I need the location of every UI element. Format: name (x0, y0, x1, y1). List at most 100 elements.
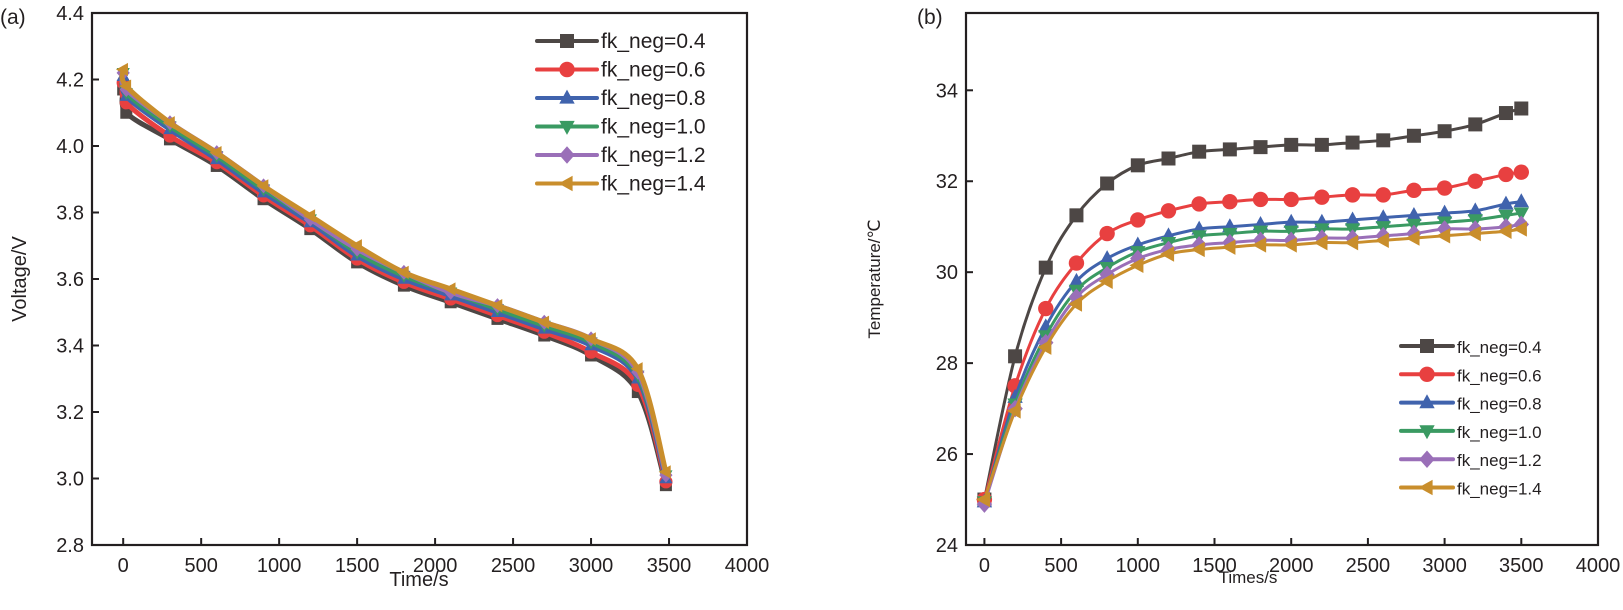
series-fk-neg-0-6 (976, 164, 1530, 508)
x-tick-label: 1000 (1116, 555, 1161, 577)
legend-label: fk_neg=0.4 (601, 30, 706, 53)
legend-item: fk_neg=1.2 (535, 144, 706, 167)
data-point (1436, 180, 1453, 196)
data-point (1253, 140, 1268, 155)
data-point (1099, 225, 1115, 242)
x-tick-label: 0 (979, 555, 990, 577)
y-tick-label: 26 (936, 444, 958, 466)
data-point (559, 61, 575, 78)
data-point (1466, 225, 1481, 242)
legend-label: fk_neg=1.0 (1457, 423, 1542, 442)
y-tick-label: 28 (936, 353, 958, 375)
x-tick-label: 1000 (257, 555, 302, 577)
y-tick-label: 24 (936, 535, 958, 557)
data-point (1419, 394, 1435, 409)
x-tick-label: 3500 (647, 555, 692, 577)
data-point (1283, 191, 1299, 208)
data-point (1406, 206, 1422, 221)
x-tick-label: 500 (184, 555, 217, 577)
data-point (1190, 241, 1205, 258)
data-point (1436, 228, 1451, 244)
data-point (537, 315, 550, 329)
data-point (1222, 142, 1237, 157)
data-point (1222, 194, 1238, 210)
temperature-chart: (b) 24 26 28 30 32 34 0 500 1000 1500 2000 2500 300… (865, 6, 1620, 587)
data-point (1068, 255, 1085, 271)
data-point (1314, 189, 1330, 205)
data-point (1498, 209, 1514, 224)
y-tick-label: 4.0 (56, 136, 84, 158)
x-tick-label: 500 (1044, 555, 1077, 577)
data-point (1497, 223, 1512, 239)
data-point (1160, 203, 1177, 219)
data-point (1498, 166, 1514, 183)
data-point (120, 106, 133, 119)
data-point (1130, 158, 1145, 173)
data-point (1344, 187, 1361, 203)
data-point (658, 465, 671, 479)
data-point (1098, 273, 1113, 289)
y-tick-label: 4.4 (56, 3, 84, 25)
legend-item: fk_neg=1.4 (535, 173, 706, 196)
series-fk-neg-1-4 (976, 221, 1527, 508)
y-tick-label: 3.4 (56, 336, 84, 358)
series-line (119, 72, 669, 476)
data-point (1406, 182, 1422, 199)
x-tick-label: 3500 (1499, 555, 1544, 577)
legend-item: fk_neg=1.4 (1399, 480, 1542, 499)
x-tick-label: 0 (118, 555, 129, 577)
y-tick-label: 3.2 (56, 402, 84, 424)
data-point (1161, 151, 1176, 166)
series-fk-neg-1-0 (976, 207, 1530, 511)
y-tick-label: 4.2 (56, 70, 84, 92)
data-point (1375, 187, 1391, 203)
legend-label: fk_neg=1.2 (601, 144, 706, 167)
legend-label: fk_neg=0.6 (1457, 366, 1542, 385)
data-point (1498, 106, 1513, 121)
data-point (1130, 212, 1146, 228)
data-point (1419, 366, 1435, 382)
data-point (1467, 173, 1483, 189)
data-point (1068, 272, 1085, 287)
x-tick-label: 4000 (725, 555, 770, 577)
data-point (1374, 232, 1389, 249)
legend-item: fk_neg=1.2 (1399, 450, 1542, 470)
series-fk-neg-1-2 (976, 215, 1530, 513)
x-axis-ticks: 0 500 1000 1500 2000 2500 3000 3500 4000 (979, 538, 1620, 577)
data-point (559, 89, 575, 104)
legend-item: fk_neg=0.8 (1399, 394, 1542, 414)
legend-item: fk_neg=1.0 (535, 116, 706, 139)
data-point (1008, 349, 1023, 364)
x-axis-title: Times/s (1219, 568, 1278, 587)
y-tick-label: 30 (936, 262, 958, 284)
legend-item: fk_neg=0.4 (1399, 338, 1542, 357)
legend-item: fk_neg=1.0 (1399, 423, 1542, 442)
series-fk-neg-0-8 (116, 68, 673, 484)
data-point (396, 265, 409, 279)
data-point (1437, 124, 1452, 139)
data-point (1192, 144, 1207, 159)
data-point (1038, 300, 1054, 317)
x-tick-label: 2500 (491, 555, 536, 577)
panel-label-b: (b) (917, 6, 943, 29)
data-point (162, 116, 175, 130)
data-point (1282, 237, 1297, 253)
legend: fk_neg=0.4 fk_neg=0.6 fk_neg=0.8 fk_neg=1.0… (1399, 338, 1542, 499)
data-point (490, 299, 503, 313)
data-point (119, 79, 132, 93)
x-axis-title: Time/s (389, 569, 448, 591)
x-tick-label: 2000 (413, 555, 458, 577)
data-point (1037, 339, 1052, 355)
data-point (1344, 211, 1361, 226)
plot-frame (964, 11, 1600, 547)
data-point (1284, 137, 1299, 152)
legend-label: fk_neg=0.4 (1457, 338, 1542, 357)
data-point (1068, 296, 1083, 312)
legend-label: fk_neg=1.4 (1457, 480, 1542, 499)
data-point (1419, 450, 1435, 468)
series-fk-neg-1-4 (115, 62, 671, 479)
data-point (1283, 213, 1299, 228)
data-point (1512, 221, 1527, 237)
data-point (1467, 202, 1483, 217)
data-point (1514, 101, 1529, 116)
